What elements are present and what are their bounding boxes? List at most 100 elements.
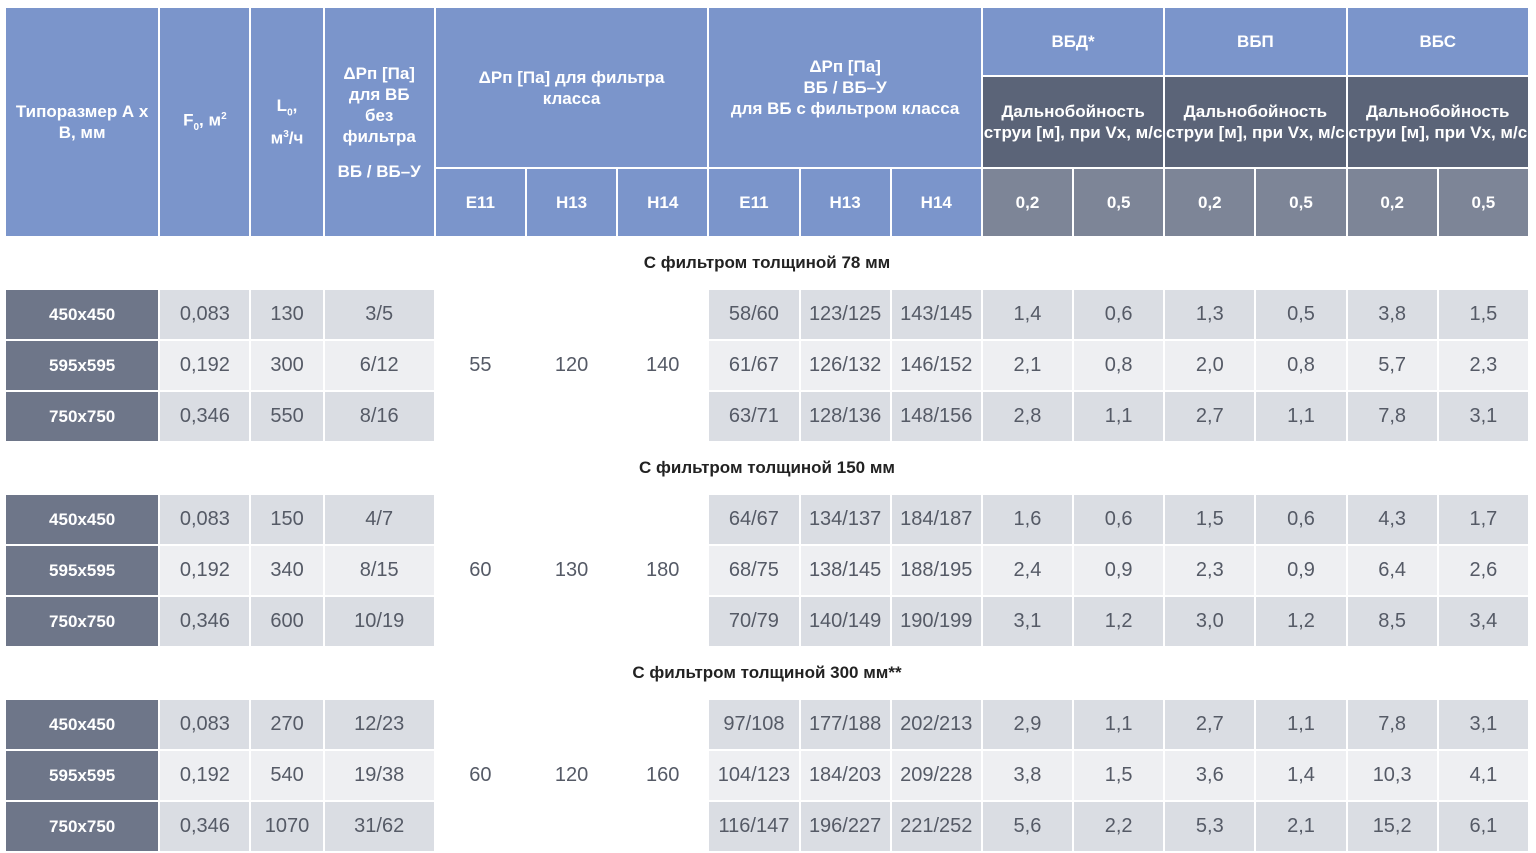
vbs-05-cell: 6,1 xyxy=(1436,800,1531,853)
vbp-05-cell: 2,1 xyxy=(1254,800,1348,853)
vb-h14-cell: 148/156 xyxy=(889,390,983,443)
vb-h13-cell: 138/145 xyxy=(798,544,892,597)
filter-dp-e11-cell: 60 xyxy=(433,493,527,648)
l0-cell: 130 xyxy=(249,288,325,341)
vbs-02-cell: 15,2 xyxy=(1345,800,1439,853)
vbp-02-cell: 3,0 xyxy=(1163,595,1257,648)
f0-cell: 0,083 xyxy=(158,493,252,546)
l0-cell: 540 xyxy=(249,749,325,802)
header-vb-e11: E11 xyxy=(707,167,801,238)
vb-e11-cell: 58/60 xyxy=(707,288,801,341)
vbs-02-cell: 8,5 xyxy=(1345,595,1439,648)
vb-h14-cell: 190/199 xyxy=(889,595,983,648)
dp-cell: 8/15 xyxy=(322,544,436,597)
header-vbs-speed-05: 0,5 xyxy=(1436,167,1531,238)
vbp-05-cell: 0,5 xyxy=(1254,288,1348,341)
vbd-02-cell: 2,9 xyxy=(980,698,1075,751)
vbd-02-cell: 1,4 xyxy=(980,288,1075,341)
l0-cell: 600 xyxy=(249,595,325,648)
size-cell: 750x750 xyxy=(3,800,161,853)
header-vbd-speed-02: 0,2 xyxy=(980,167,1075,238)
header-vbs-speed-02: 0,2 xyxy=(1345,167,1439,238)
vb-h13-cell: 123/125 xyxy=(798,288,892,341)
vb-h13-cell: 177/188 xyxy=(798,698,892,751)
table-row: 595x595 0,192 540 19/38 104/123 184/203 209/22… xyxy=(3,749,1531,802)
dp-cell: 6/12 xyxy=(322,339,436,392)
vb-h14-cell: 146/152 xyxy=(889,339,983,392)
size-cell: 750x750 xyxy=(3,390,161,443)
vb-e11-cell: 97/108 xyxy=(707,698,801,751)
table-row: 595x595 0,192 340 8/15 68/75 138/145 188/195 2,… xyxy=(3,544,1531,597)
l0-cell: 1070 xyxy=(249,800,325,853)
vbd-05-cell: 1,1 xyxy=(1072,698,1166,751)
dp-cell: 10/19 xyxy=(322,595,436,648)
section-title: С фильтром толщиной 150 мм xyxy=(5,442,1529,494)
header-vbp-range: Дальнобойность струи [м], при Vx, м/с xyxy=(1163,75,1348,169)
f0-cell: 0,346 xyxy=(158,595,252,648)
filter-dp-h14-cell: 160 xyxy=(616,698,710,853)
l0-cell: 270 xyxy=(249,698,325,751)
vbp-05-cell: 1,4 xyxy=(1254,749,1348,802)
table-row: 595x595 0,192 300 6/12 61/67 126/132 146/152 2,… xyxy=(3,339,1531,392)
size-cell: 750x750 xyxy=(3,595,161,648)
table-row: 750x750 0,346 550 8/16 63/71 128/136 148/156 2,… xyxy=(3,390,1531,443)
vb-e11-cell: 70/79 xyxy=(707,595,801,648)
vbs-05-cell: 4,1 xyxy=(1436,749,1531,802)
header-vb-h13: H13 xyxy=(798,167,892,238)
filter-dp-e11-cell: 55 xyxy=(433,288,527,443)
size-cell: 450x450 xyxy=(3,493,161,546)
vbp-02-cell: 5,3 xyxy=(1163,800,1257,853)
header-filter-h13: H13 xyxy=(524,167,619,238)
vbs-05-cell: 1,5 xyxy=(1436,288,1531,341)
filter-dp-h13-cell: 120 xyxy=(524,698,619,853)
vbd-05-cell: 1,5 xyxy=(1072,749,1166,802)
f0-cell: 0,346 xyxy=(158,800,252,853)
vbp-02-cell: 2,3 xyxy=(1163,544,1257,597)
header-vbp-speed-05: 0,5 xyxy=(1254,167,1348,238)
vbd-02-cell: 2,4 xyxy=(980,544,1075,597)
vbd-02-cell: 5,6 xyxy=(980,800,1075,853)
vb-e11-cell: 116/147 xyxy=(707,800,801,853)
vbd-05-cell: 2,2 xyxy=(1072,800,1166,853)
filter-dp-e11-cell: 60 xyxy=(433,698,527,853)
section-title: С фильтром толщиной 300 мм** xyxy=(5,647,1529,699)
vbp-02-cell: 3,6 xyxy=(1163,749,1257,802)
vbd-02-cell: 2,1 xyxy=(980,339,1075,392)
vbd-05-cell: 0,9 xyxy=(1072,544,1166,597)
table-row: 450x450 0,083 270 12/23 60 120 160 97/108 177/18… xyxy=(3,698,1531,853)
vbs-02-cell: 7,8 xyxy=(1345,698,1439,751)
header-vbp: ВБП xyxy=(1163,6,1348,77)
l0-cell: 340 xyxy=(249,544,325,597)
vbs-02-cell: 5,7 xyxy=(1345,339,1439,392)
vb-h13-cell: 134/137 xyxy=(798,493,892,546)
vb-e11-cell: 61/67 xyxy=(707,339,801,392)
size-cell: 450x450 xyxy=(3,698,161,751)
vbd-02-cell: 2,8 xyxy=(980,390,1075,443)
vbd-02-cell: 3,1 xyxy=(980,595,1075,648)
vbp-02-cell: 2,7 xyxy=(1163,390,1257,443)
vbs-02-cell: 10,3 xyxy=(1345,749,1439,802)
size-cell: 450x450 xyxy=(3,288,161,341)
header-vbd-range: Дальнобойность струи [м], при Vx, м/с xyxy=(980,75,1166,169)
f0-cell: 0,192 xyxy=(158,544,252,597)
table-body: С фильтром толщиной 78 мм 450x450 0,083 130… xyxy=(3,237,1531,853)
l0-cell: 550 xyxy=(249,390,325,443)
vb-h14-cell: 143/145 xyxy=(889,288,983,341)
f0-cell: 0,083 xyxy=(158,288,252,341)
size-cell: 595x595 xyxy=(3,544,161,597)
l0-cell: 150 xyxy=(249,493,325,546)
vbd-05-cell: 0,6 xyxy=(1072,493,1166,546)
vbp-05-cell: 0,6 xyxy=(1254,493,1348,546)
vbd-05-cell: 0,8 xyxy=(1072,339,1166,392)
vb-e11-cell: 68/75 xyxy=(707,544,801,597)
dp-cell: 8/16 xyxy=(322,390,436,443)
vbd-02-cell: 1,6 xyxy=(980,493,1075,546)
vb-h13-cell: 140/149 xyxy=(798,595,892,648)
vbp-02-cell: 2,0 xyxy=(1163,339,1257,392)
vbp-05-cell: 1,1 xyxy=(1254,698,1348,751)
header-dp-filter: ΔРп [Па] для фильтра класса xyxy=(433,6,710,169)
header-filter-h14: H14 xyxy=(616,167,710,238)
size-cell: 595x595 xyxy=(3,339,161,392)
vb-h14-cell: 202/213 xyxy=(889,698,983,751)
vb-e11-cell: 63/71 xyxy=(707,390,801,443)
